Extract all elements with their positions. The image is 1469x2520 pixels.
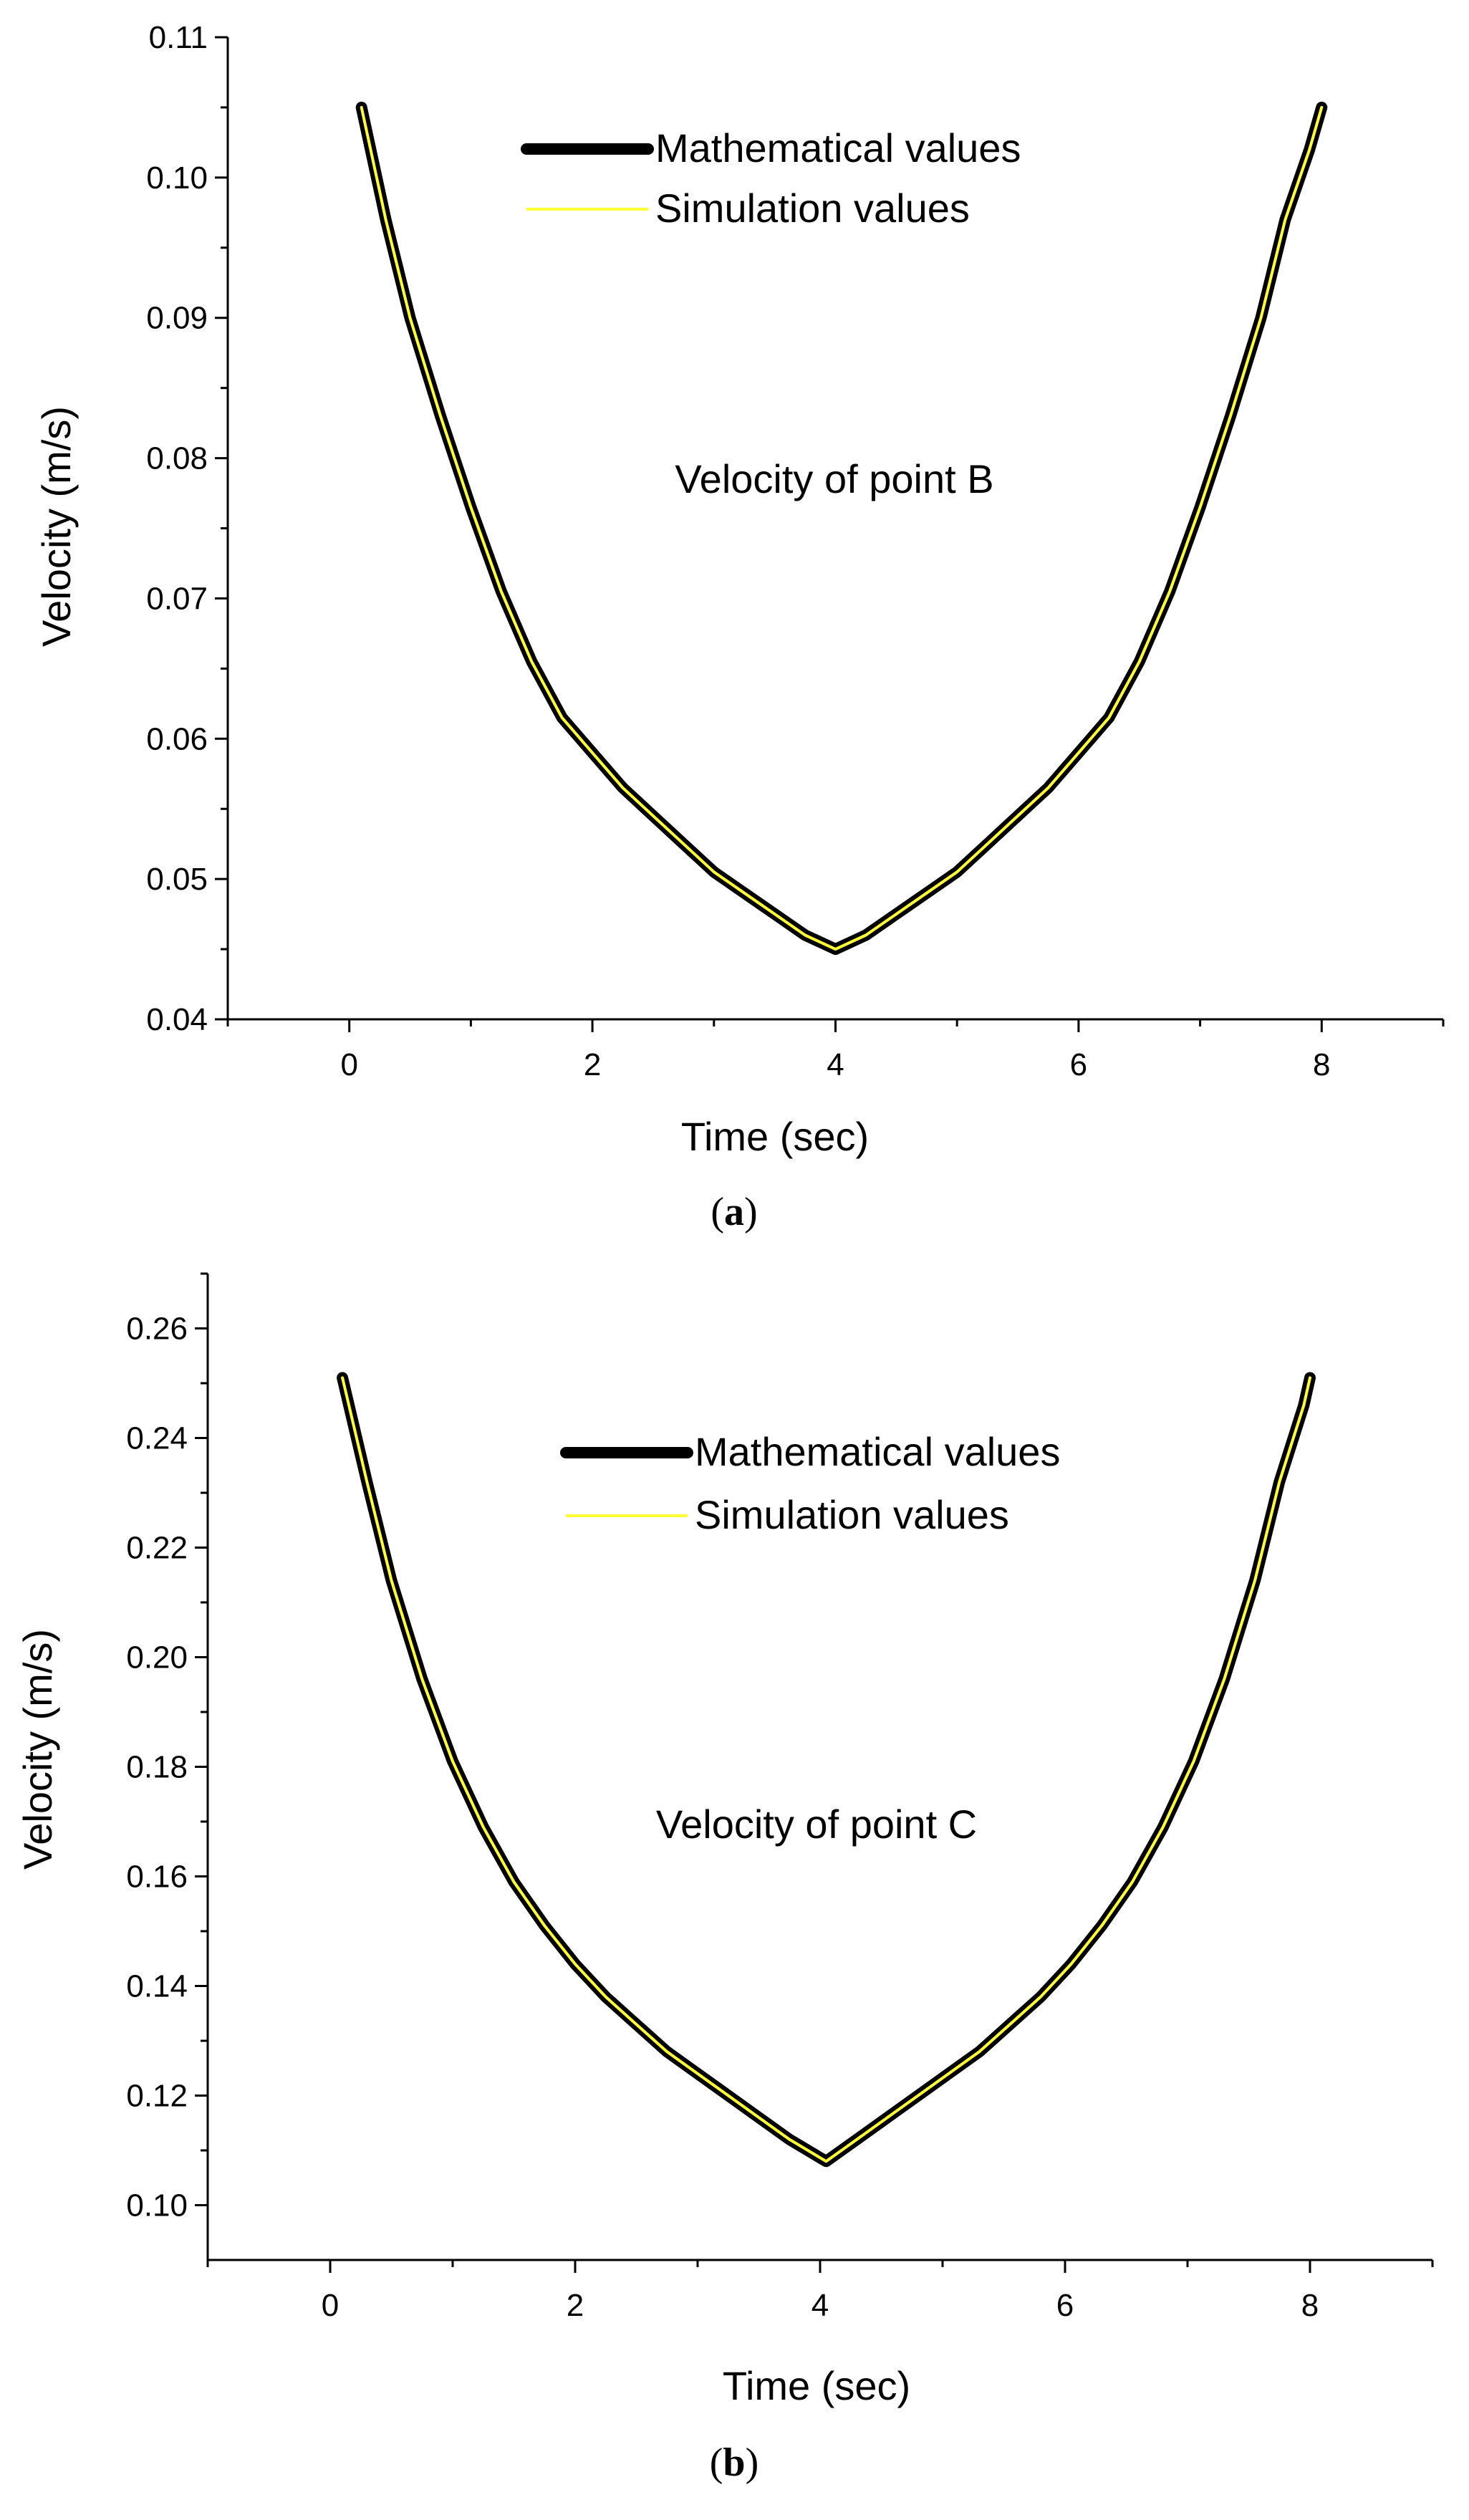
x-tick-label-a: 8 [1313,1047,1330,1082]
y-tick-label-a: 0.09 [146,301,208,336]
y-tick-label-a: 0.07 [146,581,208,616]
y-tick-label-b: 0.10 [126,2188,188,2223]
x-tick-label-b: 6 [1056,2288,1074,2323]
y-tick-label-b: 0.26 [126,1312,188,1347]
legend-label-simulation-b: Simulation values [695,1492,1009,1537]
legend-label-mathematical-a: Mathematical values [655,125,1021,170]
x-tick-label-b: 2 [567,2288,584,2323]
y-tick-label-b: 0.14 [126,1969,188,2004]
y-tick-label-b: 0.24 [126,1421,188,1456]
y-axis-title-b: Velocity (m/s) [15,1629,60,1870]
legend-b: Mathematical values Simulation values [560,1429,1060,1537]
x-axis-title-b: Time (sec) [723,2363,910,2408]
caption-letter-b: b [723,2440,745,2485]
annotation-a: Velocity of point B [675,456,993,501]
axes-a: 0.04 0.05 0.06 0.07 0.08 0.09 0.10 0.11 0 2 4 6 8 [146,20,1445,1082]
x-axis-title-a: Time (sec) [681,1114,869,1159]
caption-letter-a: a [724,1190,744,1234]
chart-b: 0.10 0.12 0.14 0.16 0.18 0.20 0.22 0.24 0.26 0 2 4 6… [15,1272,1434,2485]
y-tick-label-a: 0.11 [149,20,208,55]
series-group-a [355,101,1328,956]
x-tick-label-a: 0 [340,1047,357,1082]
axes-b: 0.10 0.12 0.14 0.16 0.18 0.20 0.22 0.24 0.26 0 2 4 6… [126,1272,1434,2323]
caption-a: (a) [711,1190,757,1234]
annotation-b: Velocity of point C [656,1802,977,1847]
series-line-simulation-values-b [341,1376,1311,2163]
y-axis-title-a: Velocity (m/s) [34,406,79,647]
series-line-simulation-values-a [360,105,1324,951]
legend-label-mathematical-b: Mathematical values [695,1429,1060,1474]
legend-a: Mathematical values Simulation values [521,125,1021,231]
y-tick-label-a: 0.05 [146,862,208,897]
x-tick-label-a: 2 [584,1047,601,1082]
y-tick-label-b: 0.20 [126,1640,188,1675]
y-tick-label-a: 0.04 [146,1002,208,1037]
chart-a: 0.04 0.05 0.06 0.07 0.08 0.09 0.10 0.11 0 2 4 6 8 Ti… [34,20,1445,1234]
legend-label-simulation-a: Simulation values [655,186,970,231]
x-tick-label-b: 0 [322,2288,339,2323]
y-tick-label-b: 0.18 [126,1750,188,1785]
x-tick-label-a: 4 [827,1047,844,1082]
y-tick-label-b: 0.16 [126,1860,188,1895]
y-tick-label-a: 0.06 [146,721,208,756]
y-tick-label-a: 0.10 [146,160,208,196]
y-tick-label-b: 0.22 [126,1531,188,1566]
caption-b: (b) [710,2440,758,2485]
x-tick-label-a: 6 [1070,1047,1087,1082]
y-tick-label-b: 0.12 [126,2079,188,2114]
series-group-b [337,1372,1316,2168]
y-tick-label-a: 0.08 [146,441,208,476]
x-tick-label-b: 4 [811,2288,829,2323]
series-line-mathematical-values-a [355,101,1328,956]
x-tick-label-b: 8 [1301,2288,1319,2323]
